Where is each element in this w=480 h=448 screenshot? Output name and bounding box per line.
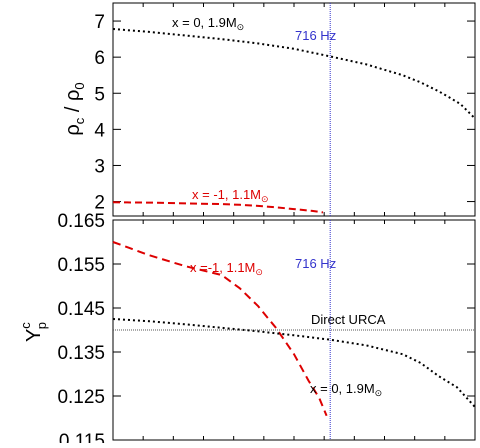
- bottom-series-label-red: x =-1, 1.1M⊙: [190, 260, 263, 277]
- top-series-label-red: x = -1, 1.1M⊙: [192, 187, 269, 204]
- y-tick-label: 7: [94, 12, 105, 33]
- bottom-y-tick-labels: 0.165 0.155 0.145 0.135 0.125 0.115: [57, 211, 105, 448]
- y-tick-label: 0.125: [57, 387, 105, 408]
- top-y-ticks: [113, 20, 475, 203]
- y-tick-label: 0.135: [57, 343, 105, 364]
- top-x-ticks: [142, 3, 446, 216]
- bottom-x-ticks: [142, 220, 446, 440]
- series-line-0: [112, 241, 328, 417]
- top-plot-frame: [112, 2, 476, 217]
- top-y-axis-label: ρc / ρ0: [62, 82, 87, 135]
- y-tick-label: 0.155: [57, 255, 105, 276]
- y-tick-label: 0.145: [57, 299, 105, 320]
- top-vertical-marker-label: 716 Hz: [295, 28, 336, 43]
- top-panel: 2 3 4 5 6 7 716 Hz x = 0, 1.9M⊙ x = -1, 1.1M⊙…: [62, 2, 476, 217]
- series-line-1: [112, 318, 476, 408]
- bottom-y-axis-label: Ycp: [18, 322, 49, 342]
- top-y-tick-labels: 2 3 4 5 6 7: [94, 12, 105, 214]
- direct-urca-label: Direct URCA: [311, 312, 386, 327]
- bottom-vertical-marker-label: 716 Hz: [295, 256, 336, 271]
- bottom-series-label-black: x = 0, 1.9M⊙: [310, 381, 382, 398]
- y-tick-label: 3: [94, 156, 105, 177]
- bottom-panel: 0.165 0.155 0.145 0.135 0.125 0.115 Direct UR…: [18, 211, 476, 448]
- y-tick-label: 4: [94, 120, 105, 141]
- top-series-group: [112, 28, 476, 214]
- series-line-0: [112, 28, 476, 120]
- top-series-label-black: x = 0, 1.9M⊙: [172, 15, 244, 32]
- bottom-y-ticks: [113, 219, 475, 441]
- y-tick-label: 0.115: [59, 431, 105, 443]
- y-tick-label: 2: [94, 193, 105, 214]
- series-line-1: [112, 201, 324, 214]
- y-tick-label: 5: [94, 84, 105, 105]
- bottom-series-group: [112, 241, 476, 417]
- y-tick-label: 6: [94, 48, 105, 69]
- y-tick-label: 0.165: [57, 211, 105, 232]
